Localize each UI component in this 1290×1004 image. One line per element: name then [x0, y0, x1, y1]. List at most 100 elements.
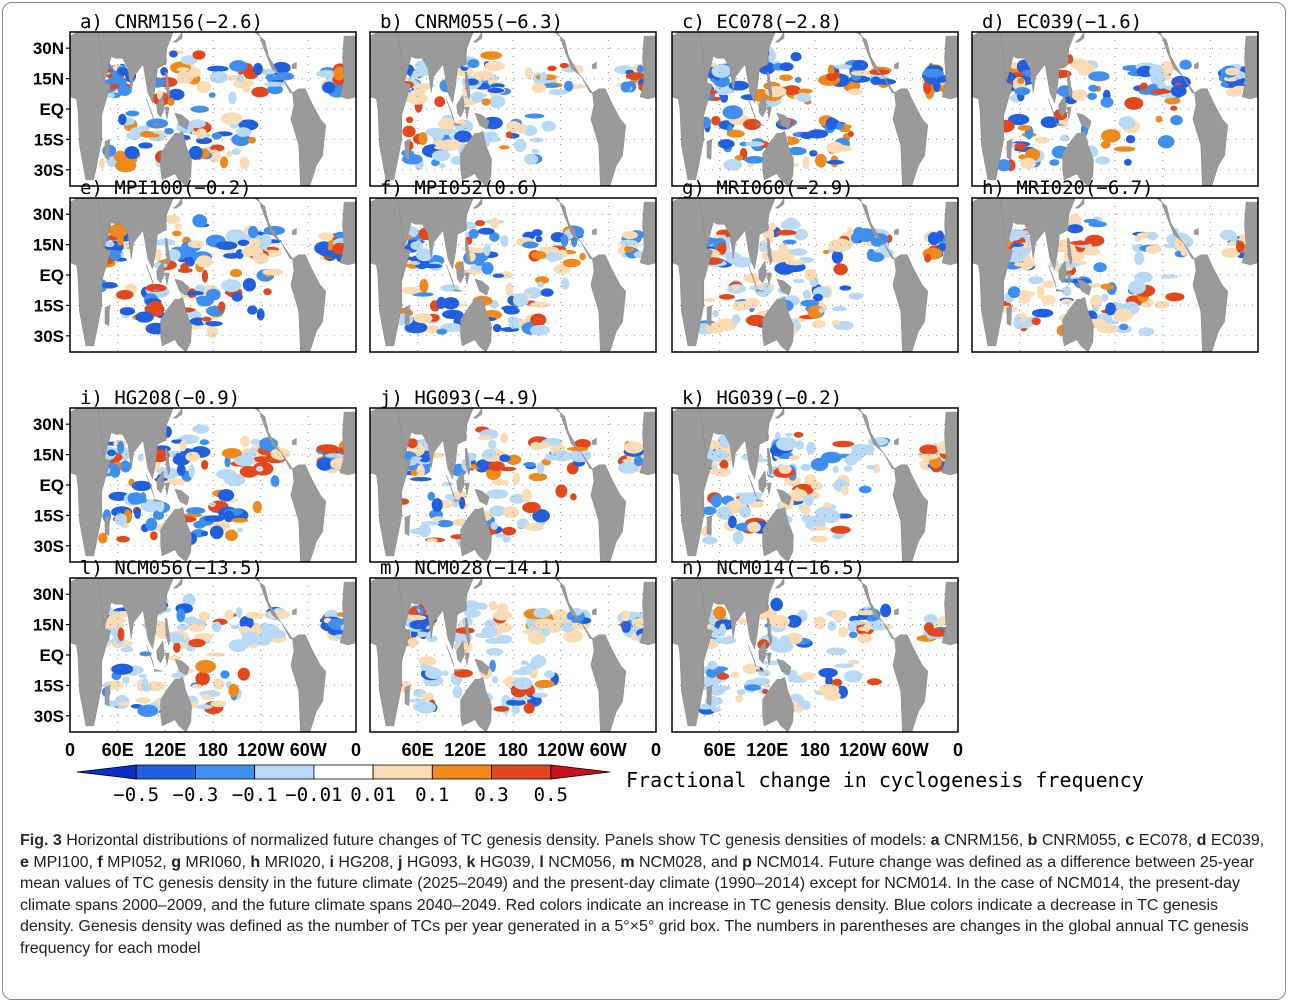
grid-lines — [70, 198, 356, 352]
panel-letter-ref: f — [97, 853, 103, 871]
colorbar-label: −0.5 — [113, 784, 159, 806]
lat-tick-label: EQ — [39, 476, 64, 495]
panel-h: h) MRI020(−6.7) — [971, 177, 1259, 353]
lat-tick-label: 15S — [34, 676, 64, 695]
caption-segment: Horizontal distributions of normalized f… — [61, 832, 931, 849]
caption-segment: MPI052, — [102, 853, 172, 871]
caption-segment: NCM056, — [543, 853, 621, 871]
caption-segment: EC078, — [1134, 832, 1197, 849]
colorbar-label: −0.1 — [232, 784, 278, 806]
genesis-field — [92, 214, 356, 338]
panel-e: e) MPI100(−0.2) 30N 15N EQ 15S 30S — [33, 177, 357, 353]
grid-lines — [370, 32, 656, 186]
panel-title: a) CNRM156(−2.6) — [80, 11, 263, 33]
lon-tick-label: 120W — [839, 740, 886, 760]
lon-tick-label: 120E — [746, 740, 788, 760]
land-mask — [370, 408, 656, 562]
colorbar-title: Fractional change in cyclogenesis freque… — [626, 768, 1144, 792]
panel-title: k) HG039(−0.2) — [682, 387, 842, 409]
colorbar-swatch — [372, 764, 433, 780]
figure-caption: Fig. 3 Horizontal distributions of norma… — [20, 830, 1275, 959]
figure-panels: a) CNRM156(−2.6) 30N 15N EQ 15S 30S b) CNRM055… — [33, 11, 1259, 806]
caption-segment: EC039, — [1206, 832, 1265, 849]
lat-tick-label: 30N — [33, 585, 64, 604]
lat-tick-label: 30N — [33, 205, 64, 224]
lat-tick-label: 30S — [34, 537, 64, 556]
lon-tick-label: 60W — [290, 740, 327, 760]
panel-letter-ref: p — [742, 853, 752, 871]
lat-tick-label: EQ — [39, 100, 64, 119]
grid-lines — [370, 578, 656, 732]
grid-lines — [972, 198, 1258, 352]
lat-tick-label: 15N — [33, 446, 64, 465]
lon-tick-label: 60W — [892, 740, 929, 760]
land-mask — [672, 578, 958, 732]
panel-title: e) MPI100(−0.2) — [80, 177, 252, 199]
colorbar-swatch — [550, 764, 611, 780]
grid-lines — [70, 32, 356, 186]
figure-label: Fig. 3 — [20, 832, 62, 849]
land-mask — [972, 32, 1258, 186]
lon-tick-label: 60E — [102, 740, 134, 760]
panel-title: n) NCM014(−16.5) — [682, 557, 865, 579]
lon-tick-label: 120E — [144, 740, 186, 760]
colorbar-label: 0.1 — [415, 784, 449, 806]
lon-tick-label: 120W — [537, 740, 584, 760]
panel-g: g) MRI060(−2.9) — [671, 177, 959, 353]
map-frame — [369, 407, 657, 563]
caption-segment: MRI020, — [260, 853, 330, 871]
lon-tick-label: 120W — [237, 740, 284, 760]
map-frame — [671, 407, 959, 563]
colorbar-swatch — [194, 764, 256, 780]
genesis-field — [696, 431, 958, 545]
map-frame — [671, 197, 959, 353]
map-frame — [671, 577, 959, 733]
colorbar-label: 0.01 — [350, 784, 396, 806]
lon-tick-label: 60W — [590, 740, 627, 760]
lon-tick-label: 120E — [444, 740, 486, 760]
land-mask — [70, 408, 356, 562]
grid-lines — [70, 578, 356, 732]
panel-title: l) NCM056(−13.5) — [80, 557, 263, 579]
panel-letter-ref: h — [250, 853, 261, 871]
colorbar-label: 0.3 — [474, 784, 508, 806]
panel-i: i) HG208(−0.9) 30N 15N EQ 15S 30S — [33, 387, 357, 563]
land-mask — [672, 408, 958, 562]
caption-segment: CNRM156, — [939, 832, 1028, 849]
lat-tick-label: 15N — [33, 616, 64, 635]
land-mask — [70, 198, 356, 352]
grid-lines — [370, 408, 656, 562]
panel-n: n) NCM014(−16.5) — [671, 557, 959, 733]
panel-b: b) CNRM055(−6.3) — [369, 11, 657, 187]
lat-tick-label: 15S — [34, 506, 64, 525]
land-mask — [70, 578, 356, 732]
panel-j: j) HG093(−4.9) — [369, 387, 657, 563]
panel-letter-ref: g — [171, 853, 181, 871]
panel-letter-ref: m — [620, 853, 635, 871]
lat-tick-label: 30S — [34, 707, 64, 726]
caption-text: Horizontal distributions of normalized f… — [20, 832, 1264, 957]
caption-segment: HG093, — [402, 853, 467, 871]
caption-segment: NCM014. Future change was defined as a d… — [20, 853, 1255, 957]
grid-lines — [672, 32, 958, 186]
lon-tick-label: 60E — [402, 740, 434, 760]
colorbar-swatch — [313, 764, 374, 780]
colorbar-swatch — [491, 764, 552, 780]
panel-title: b) CNRM055(−6.3) — [380, 11, 563, 33]
map-frame — [671, 31, 959, 187]
panel-a: a) CNRM156(−2.6) 30N 15N EQ 15S 30S — [33, 11, 357, 187]
lat-tick-label: 15N — [33, 236, 64, 255]
lat-tick-label: 15S — [34, 296, 64, 315]
colorbar: −0.5 −0.3 −0.1 −0.01 0.01 0.1 0.3 0.5 Fractional… — [76, 764, 1144, 806]
caption-segment: MRI060, — [180, 853, 251, 871]
panel-c: c) EC078(−2.8) — [671, 11, 959, 187]
colorbar-swatch — [254, 764, 315, 780]
panel-title: d) EC039(−1.6) — [982, 11, 1142, 33]
panel-letter-ref: k — [466, 853, 476, 871]
grid-lines — [672, 578, 958, 732]
grid-lines — [370, 198, 656, 352]
map-frame — [369, 31, 657, 187]
lon-tick-label: 180 — [198, 740, 228, 760]
map-frame — [971, 31, 1259, 187]
lat-tick-label: 15S — [34, 130, 64, 149]
